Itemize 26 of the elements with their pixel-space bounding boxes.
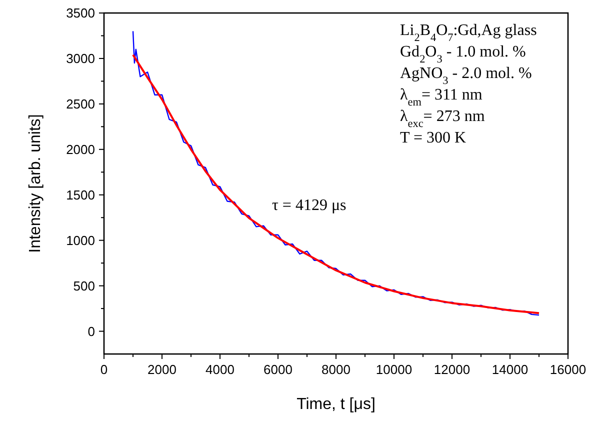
annotation: τ = 4129 μs <box>272 197 346 214</box>
x-tick-label: 14000 <box>492 362 528 377</box>
annotation: AgNO$_{3}$ - 2.0 mol. % <box>400 65 532 87</box>
y-tick-label: 2000 <box>66 142 95 157</box>
x-tick-label: 2000 <box>148 362 176 377</box>
x-tick-label: 0 <box>100 362 108 377</box>
annotation: Gd$_{2}$O$_{3}$ - 1.0 mol. % <box>400 44 526 66</box>
y-tick-label: 0 <box>88 324 95 339</box>
annotation: Li$_{2}$B$_{4}$O$_{7}$:Gd,Ag glass <box>400 22 537 44</box>
x-tick-label: 6000 <box>264 362 292 377</box>
annotation: λ$_{exc}$= 273 nm <box>400 108 486 130</box>
y-tick-label: 3500 <box>66 6 95 21</box>
annotation: T = 300 K <box>400 130 467 146</box>
x-tick-label: 12000 <box>434 362 470 377</box>
annotation: λ$_{em}$= 311 nm <box>400 86 483 108</box>
x-tick-label: 8000 <box>322 362 350 377</box>
y-tick-label: 2500 <box>66 96 95 112</box>
y-axis-title: Intensity [arb. units] <box>27 114 44 253</box>
y-tick-label: 500 <box>73 278 95 294</box>
y-tick-label: 1500 <box>66 187 95 202</box>
y-tick-label: 1000 <box>66 232 95 248</box>
x-tick-label: 10000 <box>376 362 412 377</box>
x-tick-label: 4000 <box>206 362 234 377</box>
x-tick-label: 16000 <box>550 362 586 377</box>
y-tick-label: 3000 <box>66 51 95 66</box>
x-axis-title: Time, t [μs] <box>296 396 376 413</box>
